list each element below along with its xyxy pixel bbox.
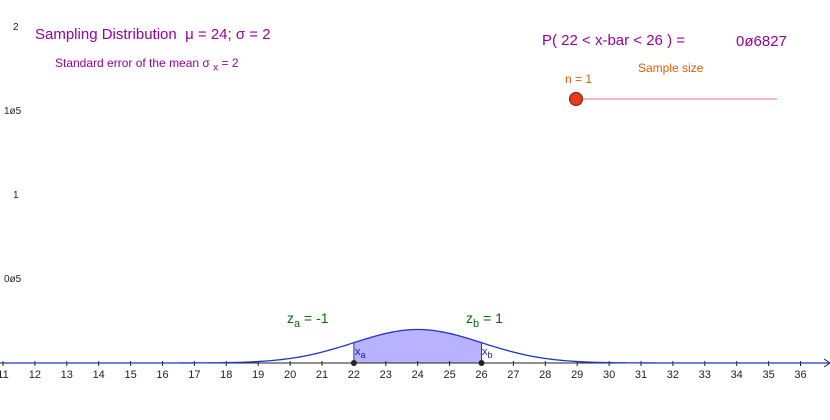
normal-curve xyxy=(3,328,830,364)
zb-label: zb = 1 xyxy=(466,310,503,330)
xb-prefix: x xyxy=(482,346,488,358)
x-tick-label: 35 xyxy=(762,369,774,381)
x-tick-label: 26 xyxy=(475,369,487,381)
standard-error-value: = 2 xyxy=(221,56,239,70)
zb-subscript: b xyxy=(473,317,480,330)
x-tick-label: 14 xyxy=(93,369,105,381)
bound-point xyxy=(478,360,485,366)
title: Sampling Distribution μ = 24; σ = 2 xyxy=(35,26,271,43)
y-tick-label: 2 xyxy=(13,22,19,33)
x-tick-label: 28 xyxy=(539,369,551,381)
za-subscript: a xyxy=(294,317,301,330)
xb-subscript: b xyxy=(487,350,493,361)
y-tick-label: 1 xyxy=(13,190,19,201)
x-tick-label: 11 xyxy=(0,369,9,381)
probability-expression: P( 22 < x-bar < 26 ) = xyxy=(542,32,685,49)
y-tick-label: 0ø5 xyxy=(4,274,22,285)
probability-value: 0ø6827 xyxy=(736,33,787,50)
standard-error-subscript: x xyxy=(213,62,219,74)
standard-error-prefix: Standard error of the mean σ xyxy=(55,56,210,70)
x-tick-label: 27 xyxy=(507,369,519,381)
x-tick-label: 13 xyxy=(61,369,73,381)
xa-prefix: x xyxy=(355,346,361,358)
x-tick-label: 15 xyxy=(124,369,136,381)
x-tick-label: 34 xyxy=(731,369,743,381)
standard-error-label: Standard error of the mean σ x = 2 xyxy=(55,56,239,73)
x-tick-label: 21 xyxy=(316,369,328,381)
y-tick-label: 1ø5 xyxy=(4,106,22,117)
x-tick-label: 23 xyxy=(380,369,392,381)
xa-subscript: a xyxy=(360,350,366,361)
title-params: μ = 24; σ = 2 xyxy=(185,26,271,43)
za-value: = -1 xyxy=(304,310,329,326)
x-tick-label: 32 xyxy=(667,369,679,381)
xb-label: xb xyxy=(482,346,493,360)
x-tick-label: 25 xyxy=(443,369,455,381)
x-tick-label: 18 xyxy=(220,369,232,381)
x-tick-label: 29 xyxy=(571,369,583,381)
x-tick-label: 33 xyxy=(699,369,711,381)
title-main: Sampling Distribution xyxy=(35,26,177,43)
sample-size-label: Sample size xyxy=(638,61,704,75)
zb-prefix: z xyxy=(466,310,473,326)
bound-point xyxy=(350,360,357,366)
x-tick-label: 12 xyxy=(29,369,41,381)
x-tick-label: 22 xyxy=(348,369,360,381)
shaded-area xyxy=(353,329,482,363)
za-label: za = -1 xyxy=(287,310,329,330)
za-prefix: z xyxy=(287,310,294,326)
x-tick-label: 20 xyxy=(284,369,296,381)
xa-label: xa xyxy=(355,346,366,360)
zb-value: = 1 xyxy=(483,310,503,326)
slider-n-label: n = 1 xyxy=(565,72,593,86)
sample-size-slider-handle[interactable] xyxy=(569,92,583,106)
x-tick-label: 30 xyxy=(603,369,615,381)
x-tick-label: 16 xyxy=(156,369,168,381)
x-tick-label: 19 xyxy=(252,369,264,381)
x-tick-label: 36 xyxy=(794,369,806,381)
x-tick-label: 17 xyxy=(188,369,200,381)
x-axis-arrow xyxy=(823,358,830,368)
x-tick-label: 31 xyxy=(635,369,647,381)
x-tick-label: 24 xyxy=(412,369,424,381)
